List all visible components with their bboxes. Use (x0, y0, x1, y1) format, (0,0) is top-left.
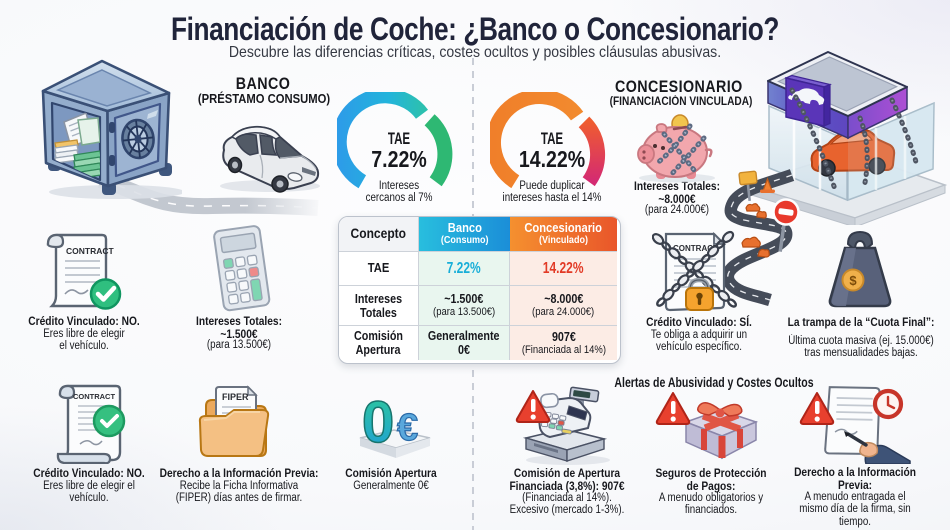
svg-text:FIPER: FIPER (222, 392, 249, 402)
svg-text:$: $ (849, 273, 857, 288)
svg-text:0: 0 (362, 390, 394, 455)
svg-text:€: € (397, 407, 418, 449)
svg-text:CONTRACT: CONTRACT (66, 246, 114, 256)
svg-text:CONTRACT: CONTRACT (73, 392, 115, 401)
svg-text:CONTRACT: CONTRACT (673, 244, 718, 253)
